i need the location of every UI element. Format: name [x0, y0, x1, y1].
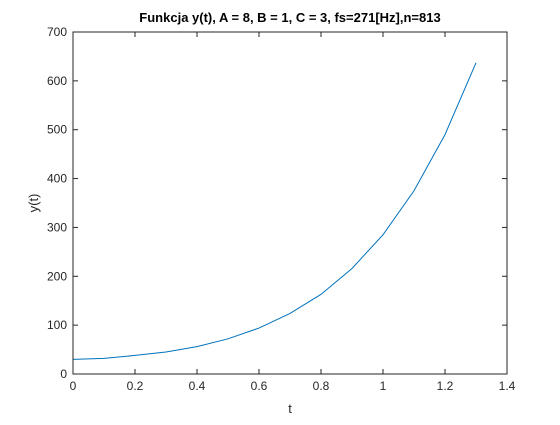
- axes-box: [72, 31, 508, 375]
- x-tick-label: 1.2: [437, 379, 454, 393]
- series-line: [72, 62, 477, 360]
- y-axis-label: y(t): [26, 194, 41, 213]
- chart-title: Funkcja y(t), A = 8, B = 1, C = 3, fs=27…: [139, 10, 440, 25]
- y-tick-label: 400: [47, 172, 67, 186]
- y-tick-label: 600: [47, 74, 67, 88]
- y-tick-label: 100: [47, 318, 67, 332]
- x-tick-label: 1.4: [499, 379, 516, 393]
- plot-area-background: [73, 32, 507, 374]
- y-tick-label: 0: [60, 367, 67, 381]
- y-tick-label: 300: [47, 220, 67, 234]
- y-tick-label: 200: [47, 269, 67, 283]
- x-axis-label: t: [288, 401, 292, 416]
- x-tick-label: 0.6: [251, 379, 268, 393]
- y-tick-label: 700: [47, 25, 67, 39]
- tick-labels-layer: 0 0.2 0.4 0.6 0.8 1 1.2 1.4 0 100 200 300 400 500 600 7…: [47, 25, 516, 393]
- x-tick-label: 0: [70, 379, 77, 393]
- x-tick-label: 0.4: [189, 379, 206, 393]
- x-tick-label: 1: [380, 379, 387, 393]
- x-tick-label: 0.8: [313, 379, 330, 393]
- x-tick-label: 0.2: [127, 379, 144, 393]
- y-tick-label: 500: [47, 123, 67, 137]
